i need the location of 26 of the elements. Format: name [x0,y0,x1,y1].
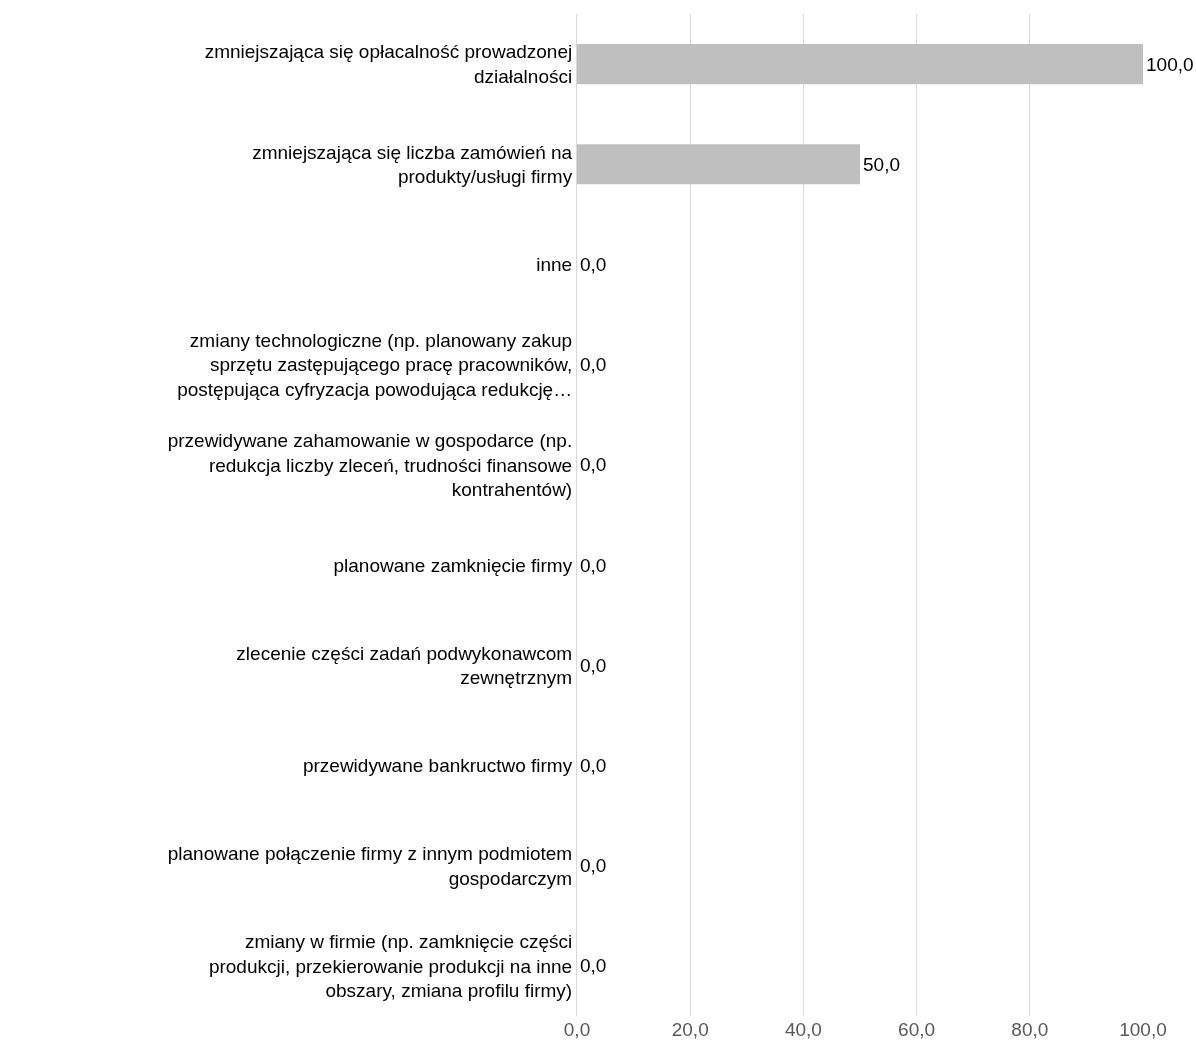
y-tick-label: zmiany technologiczne (np. planowany zakup sprzętu zastępującego pracę pracowników, postępująca cyfryzacja powodująca redukcję… [177,329,573,401]
data-label: 0,0 [580,354,607,376]
data-label: 0,0 [580,454,607,476]
data-label: 0,0 [580,254,607,275]
x-tick-label: 100,0 [1119,1019,1167,1040]
y-tick-label: planowane zamknięcie firmy [333,554,573,576]
data-label: 50,0 [863,153,900,175]
x-tick-label: 0,0 [563,1019,591,1040]
data-label: 100,0 [1146,53,1194,75]
data-label: 0,0 [580,855,607,877]
data-label: 0,0 [580,755,607,776]
x-tick-label: 40,0 [784,1019,822,1040]
y-tick-label: zlecenie części zadań podwykonawcom zewnętrznym [236,642,573,689]
data-label: 0,0 [580,654,607,676]
y-tick-label: zmniejszająca się liczba zamówień na produkty/usługi firmy [252,141,573,188]
data-label: 0,0 [580,554,607,576]
y-tick-label: przewidywane bankructwo firmy [302,755,573,777]
x-tick-label: 60,0 [898,1019,936,1040]
y-tick-label: inne [536,254,573,276]
x-tick-label: 20,0 [671,1019,709,1040]
y-tick-label: zmiany w firmie (np. zamknięcie części produkcji, przekierowanie produkcji na inne obszary, zmiana profilu firmy) [208,930,573,1002]
y-tick-label: planowane połączenie firmy z innym podmiotem gospodarczym [167,843,573,889]
x-tick-label: 80,0 [1011,1019,1049,1040]
y-tick-label: przewidywane zahamowanie w gospodarce (np. redukcja liczby zleceń, trudności finansowe kontrahentów) [167,429,573,501]
data-label: 0,0 [580,955,607,977]
y-tick-label: zmniejszająca się opłacalność prowadzonej działalności [204,41,573,88]
